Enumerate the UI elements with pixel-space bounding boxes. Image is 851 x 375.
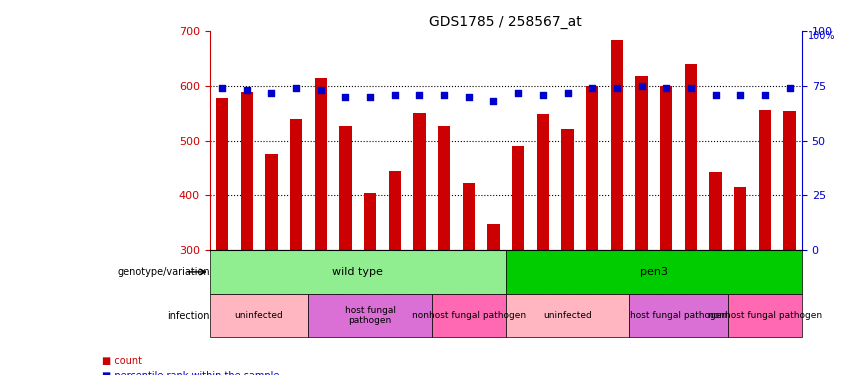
Text: genotype/variation: genotype/variation	[117, 267, 209, 277]
Text: host fungal
pathogen: host fungal pathogen	[345, 306, 396, 326]
Text: uninfected: uninfected	[235, 311, 283, 320]
Bar	[463, 183, 475, 250]
Text: ■ count: ■ count	[102, 356, 142, 366]
Point	[413, 92, 426, 98]
Point	[783, 85, 797, 91]
Point	[437, 92, 451, 98]
Point	[240, 87, 254, 93]
Point	[339, 94, 352, 100]
Point	[462, 94, 476, 100]
Text: host fungal pathogen: host fungal pathogen	[630, 311, 727, 320]
Bar	[759, 110, 771, 250]
Text: ■ percentile rank within the sample: ■ percentile rank within the sample	[102, 371, 279, 375]
Point	[536, 92, 550, 98]
Text: 100%: 100%	[808, 32, 836, 41]
FancyBboxPatch shape	[209, 250, 505, 294]
Point	[635, 83, 648, 89]
FancyBboxPatch shape	[431, 294, 505, 338]
Point	[265, 90, 278, 96]
Bar	[636, 76, 648, 250]
Point	[388, 92, 402, 98]
Point	[487, 98, 500, 104]
Bar	[586, 86, 598, 250]
FancyBboxPatch shape	[308, 294, 431, 338]
Text: pen3: pen3	[640, 267, 668, 277]
Bar	[660, 86, 672, 250]
FancyBboxPatch shape	[209, 294, 308, 338]
Point	[289, 85, 303, 91]
Bar	[241, 92, 253, 250]
Point	[709, 92, 722, 98]
FancyBboxPatch shape	[505, 250, 802, 294]
Point	[660, 85, 673, 91]
Bar	[315, 78, 327, 250]
Text: nonhost fungal pathogen: nonhost fungal pathogen	[412, 311, 526, 320]
Text: infection: infection	[168, 310, 209, 321]
Bar	[414, 113, 426, 250]
FancyBboxPatch shape	[629, 294, 728, 338]
Point	[610, 85, 624, 91]
Title: GDS1785 / 258567_at: GDS1785 / 258567_at	[430, 15, 582, 29]
Point	[561, 90, 574, 96]
Bar	[734, 187, 746, 250]
Bar	[290, 119, 302, 250]
FancyBboxPatch shape	[728, 294, 802, 338]
Bar	[710, 172, 722, 250]
Point	[684, 85, 698, 91]
Point	[758, 92, 772, 98]
Bar	[562, 129, 574, 250]
Bar	[216, 98, 228, 250]
Bar	[685, 64, 697, 250]
Bar	[488, 224, 500, 250]
Bar	[266, 154, 277, 250]
Text: wild type: wild type	[333, 267, 383, 277]
Bar	[784, 111, 796, 250]
Point	[511, 90, 525, 96]
Point	[215, 85, 229, 91]
Bar	[537, 114, 549, 250]
FancyBboxPatch shape	[505, 294, 629, 338]
Text: nonhost fungal pathogen: nonhost fungal pathogen	[708, 311, 822, 320]
Bar	[389, 171, 401, 250]
Bar	[611, 40, 623, 250]
Bar	[512, 146, 524, 250]
Point	[734, 92, 747, 98]
Point	[363, 94, 377, 100]
Point	[585, 85, 599, 91]
Text: uninfected: uninfected	[543, 311, 592, 320]
Bar	[340, 126, 351, 250]
Bar	[364, 193, 376, 250]
Bar	[438, 126, 450, 250]
Point	[314, 87, 328, 93]
